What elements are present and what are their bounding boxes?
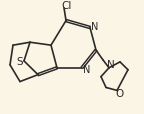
- Text: Cl: Cl: [62, 1, 72, 11]
- Text: O: O: [116, 89, 124, 98]
- Text: S: S: [17, 56, 23, 66]
- Text: N: N: [107, 59, 115, 69]
- Text: N: N: [91, 22, 99, 32]
- Text: N: N: [83, 64, 91, 74]
